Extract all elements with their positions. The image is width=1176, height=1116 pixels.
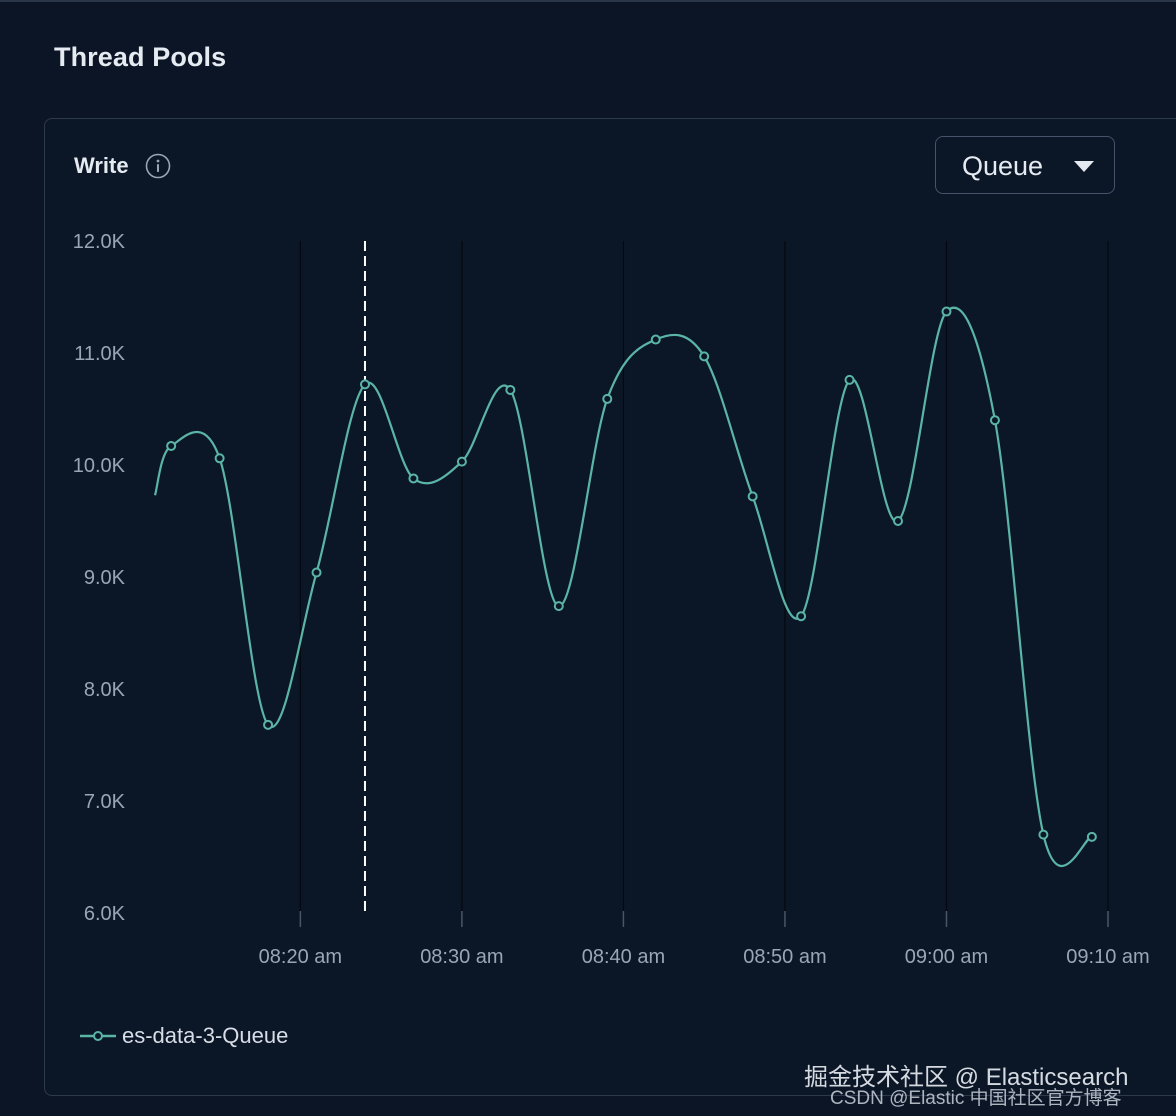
x-tick-label: 09:00 am xyxy=(905,946,988,968)
data-point xyxy=(505,384,516,395)
y-tick-label: 10.0K xyxy=(73,455,126,477)
data-point xyxy=(699,351,710,362)
data-point xyxy=(747,491,758,502)
data-point xyxy=(359,379,370,390)
data-point xyxy=(650,334,661,345)
y-tick-label: 8.0K xyxy=(84,679,126,701)
legend-swatch xyxy=(80,1031,116,1041)
y-tick-label: 9.0K xyxy=(84,567,126,589)
data-point xyxy=(1086,831,1097,842)
data-point xyxy=(893,516,904,526)
x-tick-label: 08:20 am xyxy=(259,946,342,968)
top-divider xyxy=(0,0,1176,2)
data-point xyxy=(263,719,274,730)
x-tick-label: 08:40 am xyxy=(582,946,665,968)
y-tick-label: 6.0K xyxy=(84,903,126,925)
watermark-line-2: CSDN @Elastic 中国社区官方博客 xyxy=(830,1088,1122,1109)
data-point xyxy=(408,473,419,484)
y-tick-label: 11.0K xyxy=(74,343,125,365)
data-point xyxy=(311,567,322,578)
x-tick-label: 09:10 am xyxy=(1066,946,1149,968)
caret-down-icon xyxy=(1074,161,1094,172)
metric-select-value: Queue xyxy=(962,151,1044,181)
data-point xyxy=(456,456,467,467)
y-tick-label: 12.0K xyxy=(73,231,126,253)
watermark-line-1: 掘金技术社区 @ Elasticsearch xyxy=(804,1064,1129,1091)
data-point xyxy=(941,306,952,317)
y-tick-label: 7.0K xyxy=(84,791,126,813)
panel-title: Write xyxy=(74,153,129,178)
data-point xyxy=(796,611,807,622)
data-point xyxy=(553,601,564,612)
section-title: Thread Pools xyxy=(54,42,227,72)
data-point xyxy=(844,374,855,385)
data-point xyxy=(214,453,225,464)
data-point xyxy=(602,393,613,404)
line-chart[interactable]: 08:20 am 08:30 am 08:40 am 08:50 am 09:00 am… xyxy=(0,0,1176,1010)
data-point xyxy=(166,440,177,451)
data-point xyxy=(1038,829,1049,840)
legend-label: es-data-3-Queue xyxy=(122,1023,289,1048)
x-tick-label: 08:50 am xyxy=(743,946,826,968)
chart-panel xyxy=(44,118,1176,1096)
info-circle-icon[interactable] xyxy=(145,153,171,179)
data-point xyxy=(989,415,1000,426)
x-tick-label: 08:30 am xyxy=(420,946,503,968)
metric-select[interactable]: Queue xyxy=(935,136,1115,194)
